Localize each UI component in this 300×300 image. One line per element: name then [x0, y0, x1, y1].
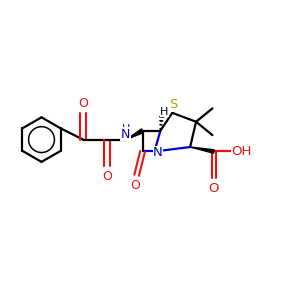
Text: O: O — [78, 97, 88, 110]
Text: S: S — [169, 98, 177, 111]
Text: OH: OH — [231, 145, 252, 158]
Polygon shape — [126, 129, 144, 140]
Text: N: N — [121, 128, 130, 141]
Text: H: H — [160, 107, 169, 117]
Text: O: O — [209, 182, 219, 194]
Text: O: O — [102, 170, 112, 183]
Text: N: N — [153, 146, 163, 160]
Text: H: H — [122, 124, 130, 134]
Text: O: O — [130, 178, 140, 192]
Polygon shape — [190, 147, 214, 153]
